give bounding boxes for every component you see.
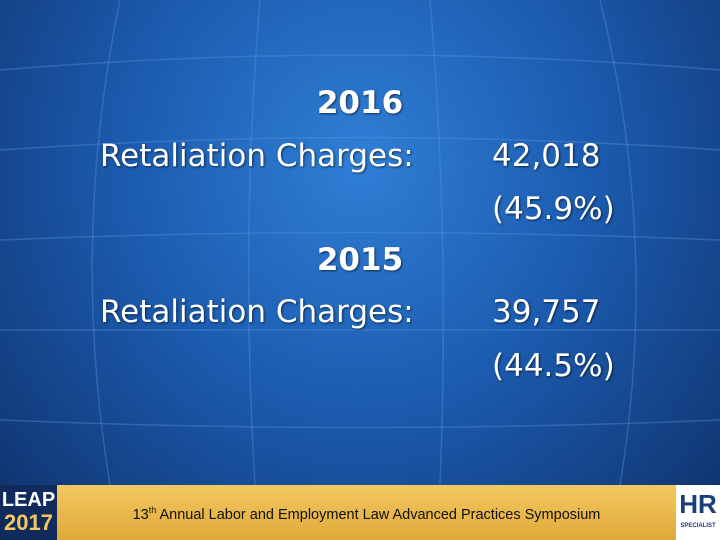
label: Retaliation Charges:: [100, 138, 414, 174]
footer-title: Annual Labor and Employment Law Advanced…: [159, 506, 601, 523]
footer-bar: 13th Annual Labor and Employment Law Adv…: [57, 485, 676, 540]
logo-text: 2017: [4, 510, 53, 535]
logo-text: LEAP: [1, 489, 56, 511]
footer-text: 13th Annual Labor and Employment Law Adv…: [57, 505, 676, 523]
count: 42,018: [492, 138, 601, 174]
footer-suffix: th: [148, 505, 157, 515]
logo-text: HR: [679, 489, 717, 519]
share: (44.5%): [492, 348, 615, 384]
footer-ordinal: 13: [132, 506, 149, 523]
share: (45.9%): [492, 191, 615, 227]
count: 39,757: [492, 294, 601, 330]
hr-logo: HR SPECIALIST: [676, 485, 720, 540]
logo-text: SPECIALIST: [680, 523, 716, 529]
background-grid: [0, 0, 720, 485]
year: 2016: [316, 85, 404, 121]
label: Retaliation Charges:: [100, 294, 414, 330]
leap-logo: LEAP 2017: [0, 485, 57, 540]
year: 2015: [316, 242, 404, 278]
